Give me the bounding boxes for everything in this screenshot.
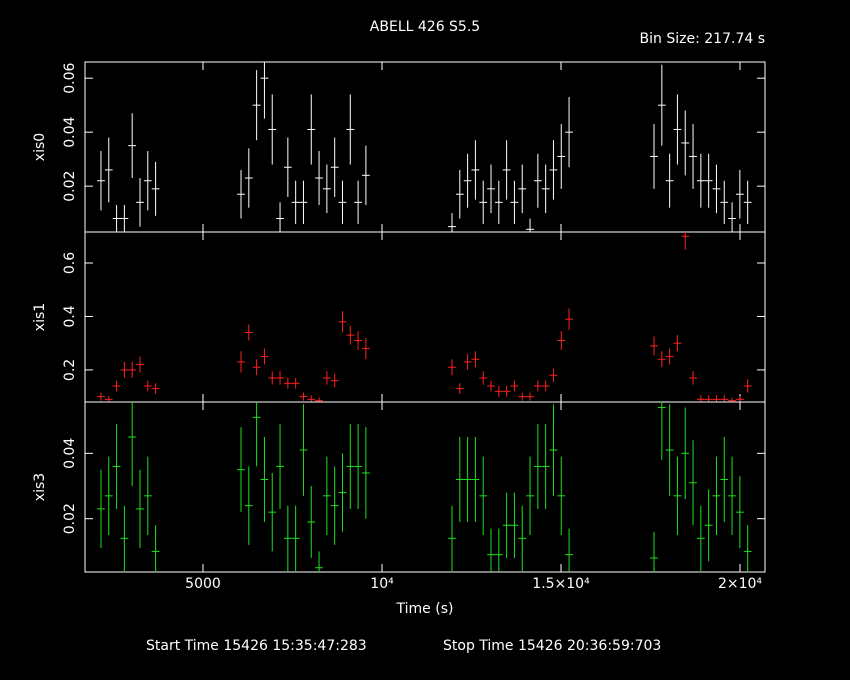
- y-axis-label: xis0: [32, 133, 48, 161]
- y-axis-label: xis3: [32, 473, 48, 501]
- y-tick-label: 0.6: [62, 252, 78, 274]
- bin-size: Bin Size: 217.74 s: [640, 31, 765, 47]
- panel-data: [97, 232, 752, 402]
- y-tick-label: 0.02: [62, 503, 78, 534]
- y-tick-label: 0.06: [62, 63, 78, 94]
- y-tick-label: 0.02: [62, 171, 78, 202]
- stop-time: Stop Time 15426 20:36:59:703: [443, 638, 661, 654]
- panel-data: [97, 402, 752, 572]
- chart-title: ABELL 426 S5.5: [370, 19, 480, 35]
- x-tick-label: 2×10⁴: [718, 576, 762, 592]
- x-tick-label: 10⁴: [370, 576, 394, 592]
- panel-data: [97, 62, 752, 232]
- y-tick-label: 0.4: [62, 305, 78, 327]
- panel-frame: [84, 61, 766, 233]
- y-tick-label: 0.2: [62, 359, 78, 381]
- panel-frame: [84, 231, 766, 403]
- panel-frame: [84, 401, 766, 573]
- x-tick-label: 1.5×10⁴: [532, 576, 590, 592]
- x-axis-label: Time (s): [396, 601, 454, 617]
- y-tick-label: 0.04: [62, 116, 78, 147]
- y-tick-label: 0.04: [62, 438, 78, 469]
- x-tick-label: 5000: [185, 576, 221, 592]
- y-axis-label: xis1: [32, 303, 48, 331]
- start-time: Start Time 15426 15:35:47:283: [146, 638, 367, 654]
